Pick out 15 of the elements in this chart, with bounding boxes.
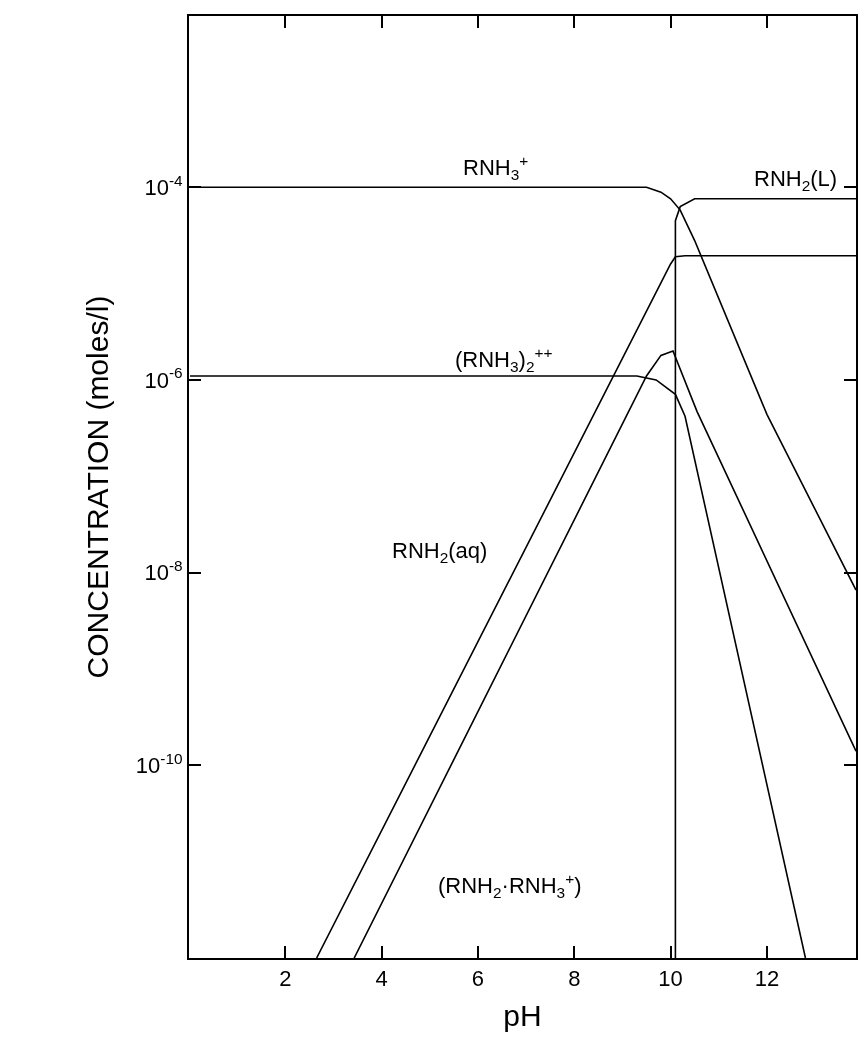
x-tick-label: 12 [754, 966, 780, 992]
y-tick-label: 10$^{-10}$ [135, 749, 183, 779]
x-tick-label: 4 [375, 966, 388, 992]
annotation: (RNH$_{2}$·RNH$_{3}$$^{+}$) [438, 870, 582, 901]
x-tick-label: 10 [658, 966, 683, 992]
y-tick-label: 10$^{-4}$ [144, 171, 184, 200]
x-tick-label: 8 [568, 966, 581, 992]
x-tick-label: 2 [279, 966, 292, 992]
annotation: RNH$_{2}$(aq) [392, 538, 488, 566]
annotation: RNH$_{2}$(L) [754, 166, 838, 194]
x-tick-label: 6 [471, 966, 485, 992]
y-tick-label: 10$^{-8}$ [144, 557, 183, 586]
y-tick-label: 10$^{-6}$ [144, 364, 183, 393]
x-axis-title: pH [503, 999, 542, 1033]
y-axis-title: CONCENTRATION (moles/l) [81, 295, 115, 679]
